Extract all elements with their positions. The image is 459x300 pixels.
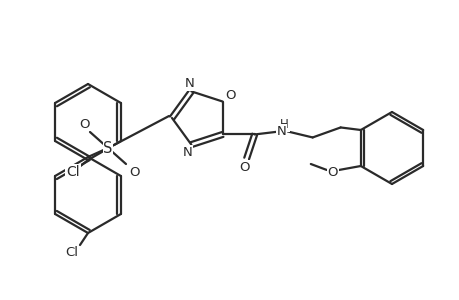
Text: N: N [182, 146, 192, 159]
Text: O: O [225, 89, 235, 102]
Text: O: O [239, 161, 249, 174]
Text: O: O [327, 166, 337, 178]
Text: S: S [103, 140, 112, 155]
Text: O: O [79, 118, 90, 130]
Text: N: N [184, 77, 194, 90]
Text: N: N [276, 125, 286, 138]
Text: Cl: Cl [65, 247, 78, 260]
Text: O: O [129, 166, 140, 178]
Text: H: H [280, 118, 288, 131]
Text: Cl: Cl [66, 165, 80, 179]
